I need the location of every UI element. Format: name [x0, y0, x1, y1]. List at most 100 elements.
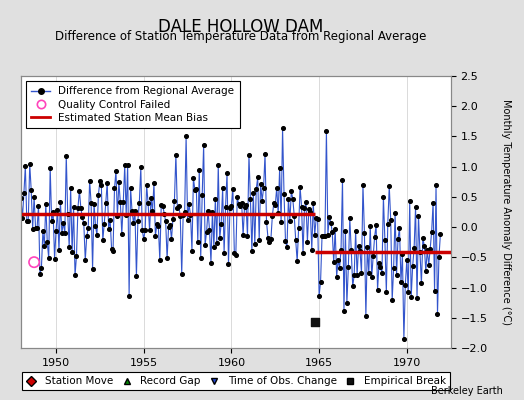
Point [131, 208, 139, 214]
Point [85, 177, 94, 184]
Point [211, 196, 220, 202]
Point [265, 238, 274, 245]
Point [315, 292, 323, 299]
Point [300, 205, 309, 212]
Point [150, 180, 158, 186]
Point [143, 182, 151, 188]
Point [23, 218, 31, 224]
Point [100, 220, 108, 227]
Point [160, 210, 168, 217]
Point [243, 233, 252, 240]
Point [144, 200, 152, 207]
Legend: Station Move, Record Gap, Time of Obs. Change, Empirical Break: Station Move, Record Gap, Time of Obs. C… [22, 372, 450, 390]
Point [145, 227, 154, 234]
Point [274, 210, 282, 217]
Point [241, 203, 249, 210]
Point [87, 200, 95, 206]
Point [353, 272, 361, 279]
Point [135, 199, 144, 206]
Point [356, 248, 364, 254]
Point [321, 233, 329, 240]
Point [270, 200, 278, 206]
Point [33, 225, 41, 232]
Point [129, 220, 138, 226]
Point [346, 215, 354, 222]
Point [49, 208, 57, 215]
Point [280, 191, 288, 197]
Point [278, 125, 287, 132]
Point [423, 247, 431, 254]
Point [204, 208, 212, 214]
Point [340, 308, 348, 314]
Point [360, 229, 368, 236]
Point [34, 203, 42, 210]
Point [89, 266, 97, 272]
Y-axis label: Monthly Temperature Anomaly Difference (°C): Monthly Temperature Anomaly Difference (… [501, 99, 511, 325]
Point [395, 225, 403, 231]
Point [156, 257, 164, 263]
Point [173, 205, 181, 212]
Point [154, 223, 162, 229]
Point [103, 180, 112, 186]
Point [230, 250, 238, 256]
Point [83, 233, 91, 240]
Point [256, 180, 265, 187]
Point [99, 237, 107, 243]
Point [419, 235, 427, 241]
Point [350, 272, 358, 278]
Point [170, 198, 179, 204]
Point [104, 226, 113, 232]
Point [424, 262, 433, 268]
Point [50, 255, 59, 262]
Point [407, 294, 416, 301]
Point [128, 208, 136, 214]
Point [232, 252, 240, 258]
Point [191, 187, 199, 193]
Point [228, 186, 237, 192]
Point [55, 247, 63, 253]
Point [20, 190, 28, 197]
Point [213, 240, 221, 246]
Point [176, 213, 184, 219]
Point [223, 170, 231, 176]
Point [357, 270, 366, 276]
Point [337, 247, 345, 253]
Point [18, 215, 27, 221]
Point [252, 186, 260, 192]
Point [435, 254, 443, 260]
Point [388, 297, 396, 304]
Point [169, 216, 177, 222]
Point [185, 201, 193, 208]
Point [65, 244, 73, 250]
Point [347, 247, 355, 254]
Point [261, 151, 269, 157]
Point [370, 234, 379, 240]
Point [365, 270, 373, 276]
Point [263, 218, 271, 225]
Point [426, 246, 434, 252]
Point [41, 201, 50, 207]
Point [188, 247, 196, 254]
Point [271, 202, 279, 208]
Point [97, 181, 105, 188]
Point [113, 213, 122, 219]
Point [132, 273, 140, 280]
Point [126, 185, 135, 191]
Point [404, 288, 412, 295]
Point [196, 255, 205, 261]
Point [402, 257, 411, 264]
Point [151, 233, 160, 239]
Point [311, 319, 319, 325]
Point [246, 196, 255, 202]
Point [138, 227, 146, 233]
Point [268, 213, 277, 220]
Point [30, 194, 38, 200]
Point [322, 128, 331, 135]
Point [217, 221, 225, 227]
Point [324, 231, 332, 238]
Point [219, 185, 227, 192]
Point [387, 217, 395, 223]
Point [152, 221, 161, 227]
Point [165, 224, 173, 230]
Point [180, 209, 189, 215]
